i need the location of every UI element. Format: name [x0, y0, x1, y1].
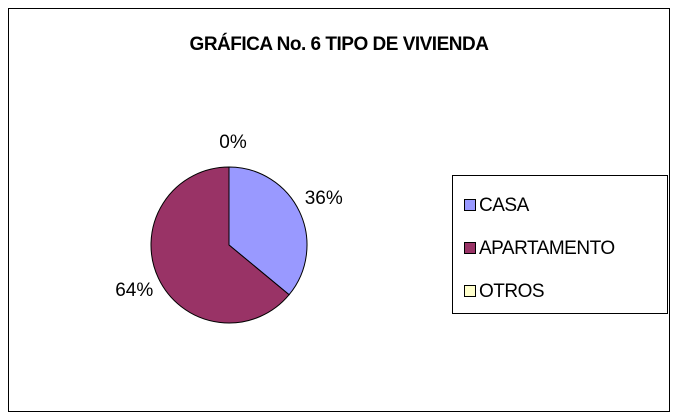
pie-slice — [228, 166, 308, 296]
data-label: 0% — [219, 132, 247, 153]
legend-label: APARTAMENTO — [479, 238, 615, 259]
legend-box — [452, 175, 668, 314]
legend-swatch — [464, 242, 476, 254]
data-label: 64% — [115, 280, 153, 301]
data-label: 36% — [305, 188, 343, 209]
legend-swatch — [464, 199, 476, 211]
pie-slice — [150, 166, 290, 324]
legend-swatch — [464, 285, 476, 297]
chart-title: GRÁFICA No. 6 TIPO DE VIVIENDA — [190, 33, 490, 55]
legend-label: CASA — [479, 195, 530, 216]
legend-label: OTROS — [479, 281, 544, 302]
